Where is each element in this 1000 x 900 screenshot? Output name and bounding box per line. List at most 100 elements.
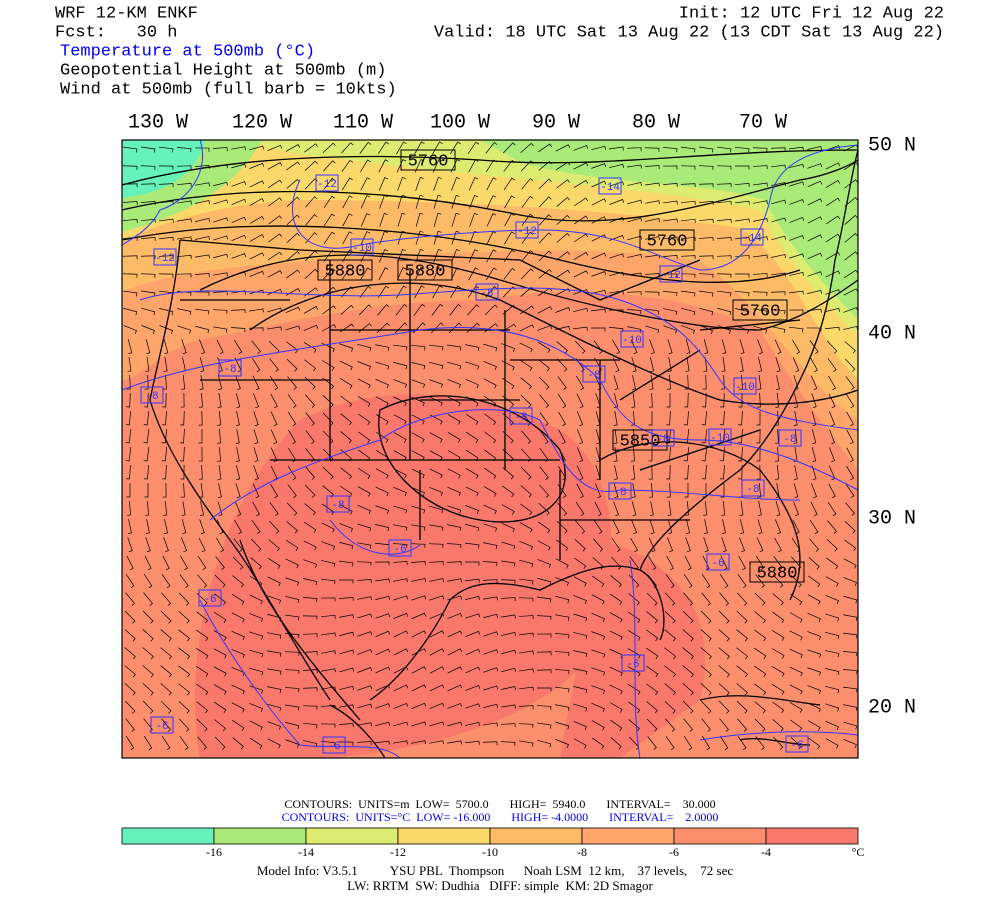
wind-barb <box>807 163 823 169</box>
wind-barb <box>844 233 858 243</box>
wind-barb <box>775 357 781 373</box>
wind-barb <box>286 358 298 372</box>
longitude-label: 70 W <box>739 111 787 134</box>
wind-barb <box>447 432 461 443</box>
wind-barb <box>375 468 389 479</box>
wind-barb <box>807 667 822 676</box>
wind-barb <box>267 144 283 152</box>
wind-barb <box>393 361 408 370</box>
wind-barb <box>267 251 283 261</box>
wind-barbs <box>122 141 858 751</box>
temperature-label-box <box>388 539 412 557</box>
wind-barb <box>143 411 150 426</box>
wind-barb <box>807 631 822 640</box>
wind-barb <box>609 702 623 713</box>
wind-barb <box>716 165 732 170</box>
wind-barb <box>700 610 712 624</box>
wind-barb <box>844 358 856 372</box>
wind-barb <box>664 665 677 678</box>
wind-barb <box>592 575 605 588</box>
wind-barb <box>375 344 390 351</box>
wind-barb <box>159 146 174 153</box>
wind-barb <box>323 268 336 280</box>
wind-barb <box>393 595 409 601</box>
wind-barb <box>483 378 497 389</box>
wind-barb <box>754 701 766 714</box>
wind-barb <box>648 537 656 553</box>
wind-barb <box>573 251 589 260</box>
wind-barb <box>215 556 225 570</box>
wind-barb <box>195 665 209 677</box>
wind-barb <box>322 305 337 315</box>
wind-barb <box>700 647 712 660</box>
wind-barb <box>483 703 498 709</box>
longitude-label: 110 W <box>333 111 393 134</box>
wind-barb <box>179 736 189 751</box>
wind-barb <box>125 429 132 444</box>
wind-barb <box>825 215 841 225</box>
wind-barb <box>449 303 462 316</box>
wind-barb <box>447 524 462 531</box>
latitude-label: 20 N <box>868 696 916 719</box>
wind-barb <box>176 165 192 170</box>
wind-barb <box>630 339 638 355</box>
wind-barb <box>807 685 821 694</box>
wind-barb <box>161 735 171 751</box>
wind-barb <box>360 213 371 227</box>
wind-barb <box>627 182 642 186</box>
wind-barb <box>555 577 569 586</box>
wind-barb <box>789 290 804 295</box>
wind-barb <box>375 613 391 619</box>
wind-barb <box>556 341 568 354</box>
wind-barb <box>555 595 570 604</box>
wind-barb <box>538 359 550 372</box>
wind-barb <box>519 668 534 673</box>
wind-barb <box>231 253 247 259</box>
wind-barb <box>500 579 516 584</box>
wind-barb <box>484 467 497 480</box>
wind-barb <box>429 396 443 407</box>
wind-barb <box>539 466 549 480</box>
wind-barb <box>789 666 803 677</box>
wind-barb <box>809 340 819 354</box>
temperature-label: -6 <box>626 659 639 671</box>
wind-barb <box>667 519 673 534</box>
wind-barb <box>737 574 747 589</box>
wind-barb <box>231 684 245 695</box>
wind-barb <box>393 432 407 443</box>
height-label-box <box>612 429 668 451</box>
temperature-label-box <box>733 377 757 395</box>
wind-barb <box>377 304 390 316</box>
wind-barb <box>176 147 192 153</box>
wind-barb <box>214 574 226 588</box>
wind-barb <box>684 482 689 498</box>
wind-barb <box>411 666 427 674</box>
wind-barb <box>267 162 283 170</box>
wind-barb <box>825 162 841 170</box>
wind-barb <box>429 361 444 370</box>
wind-barb <box>772 719 784 732</box>
wind-barb <box>484 304 498 316</box>
wind-barb <box>793 483 799 499</box>
wind-barb <box>573 162 589 170</box>
wind-barb <box>397 230 406 245</box>
wind-barb <box>771 182 786 187</box>
wind-barb <box>573 686 588 694</box>
wind-barb <box>377 141 389 155</box>
wind-barb <box>501 704 516 709</box>
wind-barb <box>338 579 354 584</box>
wind-barb <box>268 197 283 207</box>
wind-barb <box>216 339 224 355</box>
wind-barb <box>375 578 390 583</box>
wind-barb <box>177 236 192 241</box>
wind-barb <box>698 255 714 260</box>
wind-barb <box>321 541 336 550</box>
wind-barb <box>216 519 224 535</box>
wind-barb <box>738 392 743 408</box>
wind-barb <box>698 165 714 170</box>
wind-barb <box>177 218 192 223</box>
wind-barb <box>267 307 283 313</box>
wind-barb <box>576 483 584 499</box>
wind-barb <box>411 344 426 351</box>
wind-barb <box>680 236 696 241</box>
